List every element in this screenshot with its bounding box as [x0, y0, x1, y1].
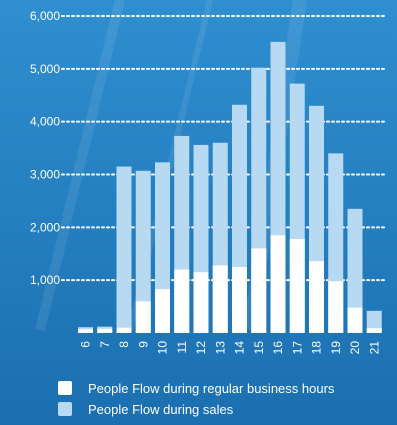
bar-regular: [289, 238, 305, 333]
x-tick-label: 15: [252, 341, 266, 355]
x-tick-label: 18: [310, 341, 324, 355]
x-tick-label: 7: [98, 341, 112, 348]
bar-regular: [174, 269, 190, 333]
bar-regular: [97, 328, 113, 333]
bars-layer: [78, 41, 382, 333]
bar-sales: [135, 170, 151, 333]
x-tick-label: 11: [175, 341, 189, 354]
bar-regular: [347, 307, 363, 333]
x-tick-label: 8: [117, 341, 131, 348]
bar-regular: [251, 248, 267, 333]
x-tick-label: 9: [136, 341, 150, 348]
bar-sales: [366, 310, 382, 333]
bar-regular: [78, 329, 93, 333]
bar-regular: [193, 272, 209, 333]
bar-sales: [347, 208, 363, 333]
bar-regular: [366, 328, 382, 333]
y-tick-label: 4,000: [30, 115, 60, 129]
bar-regular: [155, 289, 170, 333]
x-tick-label: 17: [290, 341, 304, 355]
y-tick-label: 3,000: [30, 168, 60, 182]
legend-label: People Flow during regular business hour…: [88, 381, 335, 396]
bar-regular: [232, 266, 247, 333]
x-tick-label: 20: [348, 341, 362, 355]
x-tick-label: 10: [156, 341, 170, 355]
legend-swatch: [58, 402, 72, 416]
x-tick-layer: 6 7 8 9 10 11 12 13 14 15 16 17 18 19 20 21: [79, 341, 382, 355]
x-tick-label: 12: [194, 341, 208, 355]
x-tick-label: 6: [79, 341, 93, 348]
y-tick-label: 2,000: [30, 220, 60, 234]
legend-swatch: [58, 381, 72, 395]
legend-label: People Flow during sales: [88, 402, 234, 417]
bar-regular: [328, 281, 344, 333]
bar-regular: [135, 301, 151, 333]
y-tick-label: 1,000: [30, 273, 60, 287]
y-tick-label: 5,000: [30, 62, 60, 76]
bar-sales: [116, 166, 132, 333]
y-tick-label: 6,000: [30, 9, 60, 23]
x-tick-label: 14: [233, 341, 247, 355]
bar-regular: [116, 327, 132, 333]
legend: People Flow during regular business hour…: [58, 381, 335, 417]
x-tick-label: 13: [213, 341, 227, 355]
x-tick-label: 19: [329, 341, 343, 355]
bar-regular: [270, 235, 286, 333]
bar-regular: [212, 265, 228, 333]
x-tick-label: 21: [367, 341, 381, 355]
bar-regular: [309, 261, 324, 333]
x-tick-label: 16: [271, 341, 285, 355]
